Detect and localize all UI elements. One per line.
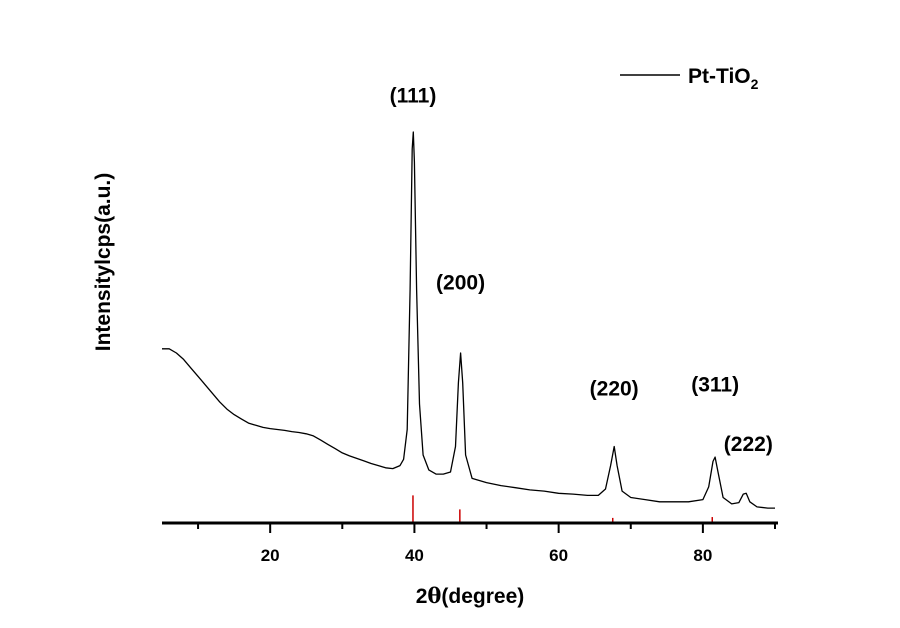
legend: Pt-TiO2: [620, 65, 759, 92]
peak-label-2: (220): [590, 378, 639, 401]
series-line-pt-tio2: [162, 131, 775, 509]
peak-label-4: (222): [724, 433, 773, 456]
peak-label-0: (111): [390, 84, 437, 107]
x-tick-label-0: 20: [261, 546, 280, 565]
x-tick-label-1: 40: [405, 546, 424, 565]
x-axis-tick-labels: 20 40 60 80: [261, 546, 713, 565]
peak-label-3: (311): [691, 373, 739, 396]
peak-annotations: (111) (200) (220) (311) (222): [390, 84, 773, 456]
reference-lines: [412, 495, 714, 523]
x-tick-label-3: 80: [693, 546, 712, 565]
x-tick-label-2: 60: [549, 546, 568, 565]
legend-label: Pt-TiO2: [688, 65, 759, 92]
peak-label-1: (200): [436, 271, 485, 294]
y-axis-title: Intensitylcps(a.u.): [92, 173, 115, 352]
x-axis-ticks: [197, 523, 776, 533]
x-axis-title: 2θ(degree): [416, 583, 525, 608]
